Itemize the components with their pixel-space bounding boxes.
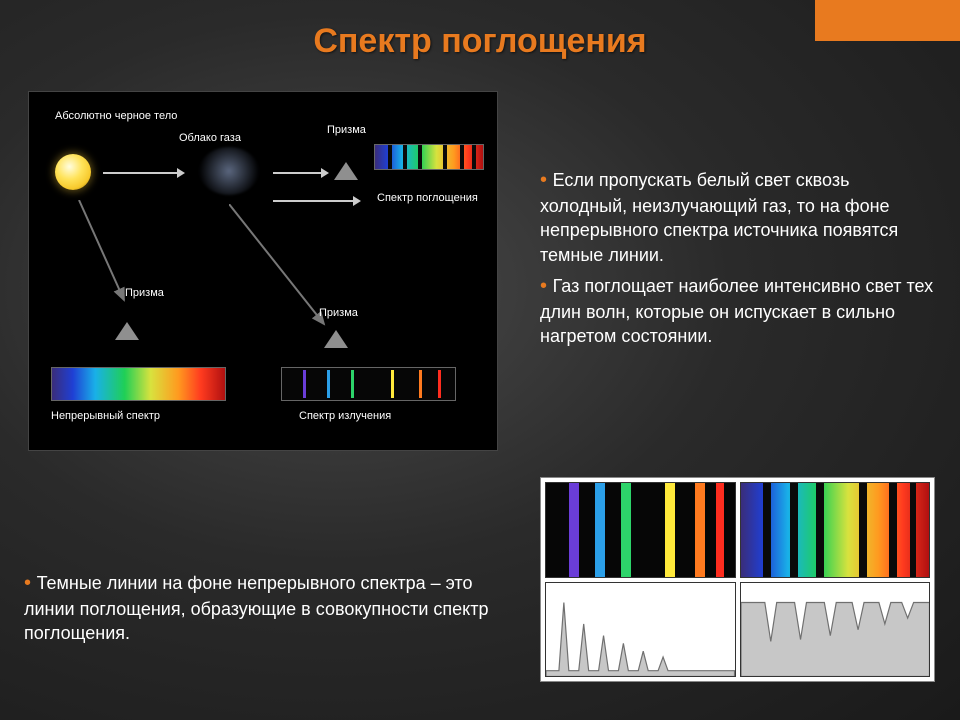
diagram-panel: Абсолютно черное тело Облако газа Призма…: [28, 91, 498, 451]
bullet-item: • Газ поглощает наиболее интенсивно свет…: [540, 273, 935, 349]
arrow-icon: [103, 172, 183, 174]
bullet-text: Темные линии на фоне непрерывного спектр…: [24, 573, 489, 643]
main-area: Абсолютно черное тело Облако газа Призма…: [0, 75, 960, 715]
arrow-down-icon: [69, 200, 149, 320]
arrow-down-icon: [229, 204, 359, 344]
bullet-text: Газ поглощает наиболее интенсивно свет т…: [540, 276, 933, 346]
emission-label: Спектр излучения: [299, 410, 391, 422]
bullet-icon: •: [540, 275, 553, 297]
absorption-intensity-graph: [740, 582, 931, 678]
emission-intensity-graph: [545, 582, 736, 678]
continuous-spectrum-bar: [51, 367, 226, 401]
absorption-spectrum-bar: [374, 144, 484, 170]
arrow-icon: [273, 172, 327, 174]
continuous-label: Непрерывный спектр: [51, 410, 160, 422]
bullet-icon: •: [24, 572, 37, 594]
chart-comparison-block: [540, 477, 935, 682]
prism-label: Призма: [327, 124, 366, 136]
absorption-label: Спектр поглощения: [377, 192, 478, 204]
bullet-item: • Если пропускать белый свет сквозь холо…: [540, 167, 935, 267]
prism-label-2: Призма: [125, 287, 164, 299]
bottom-text-block: • Темные линии на фоне непрерывного спек…: [24, 570, 514, 646]
emission-spectrum-bar: [281, 367, 456, 401]
prism-icon: [115, 322, 139, 340]
bullet-item: • Темные линии на фоне непрерывного спек…: [24, 570, 514, 646]
gas-cloud-label: Облако газа: [179, 132, 241, 144]
prism-icon: [324, 330, 348, 348]
blackbody-label: Абсолютно черное тело: [55, 110, 177, 122]
prism-label-3: Призма: [319, 307, 358, 319]
bullet-icon: •: [540, 169, 553, 191]
emission-spectrum-swatch: [545, 482, 736, 578]
prism-icon: [334, 162, 358, 180]
absorption-spectrum-swatch: [740, 482, 931, 578]
right-text-block: • Если пропускать белый свет сквозь холо…: [540, 167, 935, 348]
accent-bar: [815, 0, 960, 41]
arrow-icon: [273, 200, 359, 202]
sun-icon: [55, 154, 91, 190]
gas-cloud-icon: [199, 147, 259, 195]
bullet-text: Если пропускать белый свет сквозь холодн…: [540, 170, 898, 265]
